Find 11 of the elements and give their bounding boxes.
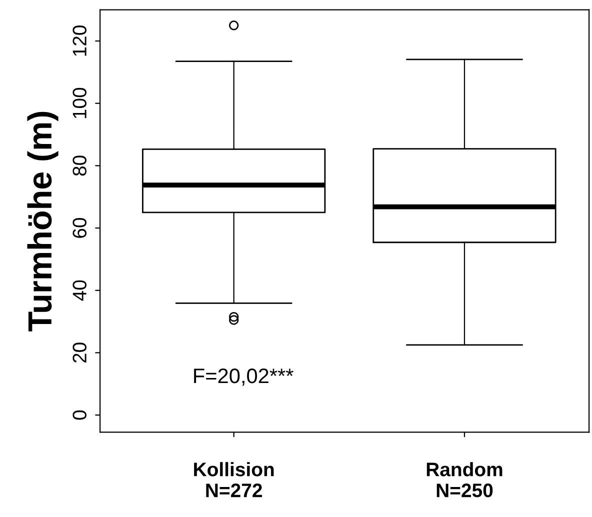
annotation: F=20,02*** <box>194 368 294 386</box>
y-axis-title: Turmhöhe (m) <box>27 112 58 332</box>
y-tick-label: 20 <box>72 342 86 363</box>
x-tick-label: Random N=250 <box>426 462 502 498</box>
y-tick-label: 80 <box>72 156 86 176</box>
y-tick-label: 60 <box>72 218 86 238</box>
y-tick-label: 0 <box>72 410 86 420</box>
y-tick-label: 40 <box>72 280 86 301</box>
y-tick-label: 100 <box>72 88 86 118</box>
y-tick-label: 120 <box>72 26 86 56</box>
x-tick-label: Kollision N=272 <box>194 462 274 498</box>
